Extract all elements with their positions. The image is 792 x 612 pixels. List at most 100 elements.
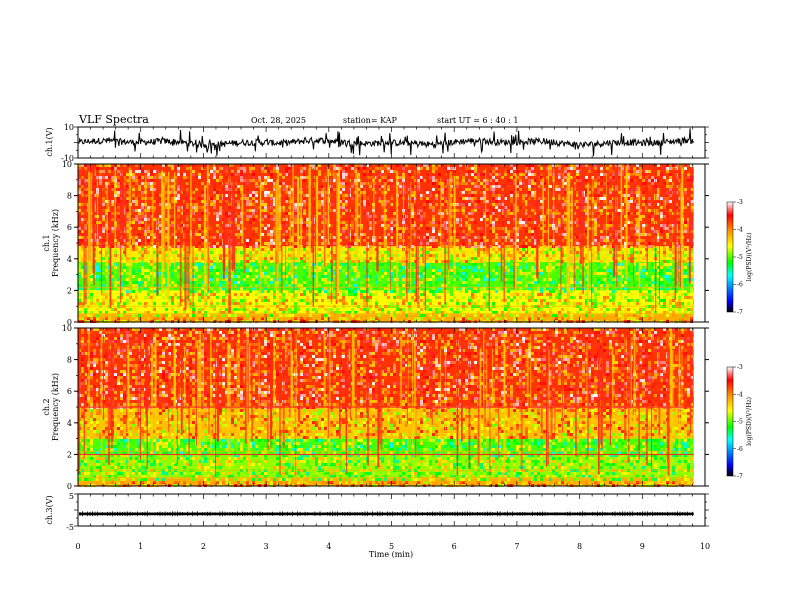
spectrogram-cell xyxy=(318,251,321,254)
spectrogram-cell xyxy=(477,173,480,176)
spectrogram-cell xyxy=(243,287,246,290)
spectrogram-cell xyxy=(600,236,603,239)
spectrogram-cell xyxy=(162,281,165,284)
spectrogram-cell xyxy=(234,218,237,221)
spectrogram-cell xyxy=(684,221,687,224)
spectrogram-cell xyxy=(684,260,687,263)
spectrogram-cell xyxy=(111,284,114,287)
spectrogram-cell xyxy=(612,281,615,284)
spectrogram-cell xyxy=(663,260,666,263)
spectrogram-cell xyxy=(663,257,666,260)
spectrogram-cell xyxy=(339,167,342,170)
spectrogram-cell xyxy=(264,275,267,278)
spectrogram-cell xyxy=(261,200,264,203)
spectrogram-cell xyxy=(666,167,669,170)
spectrogram-cell xyxy=(399,230,402,233)
spectrogram-cell xyxy=(663,176,666,179)
spectrogram-cell xyxy=(477,200,480,203)
spectrogram-cell xyxy=(303,248,306,251)
spectrogram-cell xyxy=(576,239,579,242)
spectrogram-cell xyxy=(324,269,327,272)
spectrogram-cell xyxy=(525,263,528,266)
spectrogram-cell xyxy=(267,290,270,293)
spectrogram-cell xyxy=(642,179,645,182)
spectrogram-cell xyxy=(387,287,390,290)
spectrogram-cell xyxy=(351,272,354,275)
spectrogram-cell xyxy=(672,260,675,263)
spectrogram-cell xyxy=(435,224,438,227)
spectrogram-cell xyxy=(603,197,606,200)
spectrogram-cell xyxy=(111,260,114,263)
spectrogram-cell xyxy=(621,197,624,200)
spectrogram-cell xyxy=(378,179,381,182)
spectrogram-cell xyxy=(255,188,258,191)
spectrogram-cell xyxy=(501,236,504,239)
spectrogram-cell xyxy=(579,287,582,290)
spectrogram-cell xyxy=(246,182,249,185)
spectrogram-cell xyxy=(294,164,297,167)
spectrogram-cell xyxy=(669,278,672,281)
spectrogram-cell xyxy=(81,203,84,206)
spectrogram-cell xyxy=(378,278,381,281)
spectrogram-cell xyxy=(516,278,519,281)
spectrogram-cell xyxy=(369,242,372,245)
spectrogram-cell xyxy=(480,287,483,290)
spectrogram-cell xyxy=(165,227,168,230)
spectrogram-cell xyxy=(576,173,579,176)
spectrogram-cell xyxy=(468,239,471,242)
spectrogram-cell xyxy=(300,260,303,263)
spectrogram-cell xyxy=(522,173,525,176)
spectrogram-cell xyxy=(549,281,552,284)
spectrogram-cell xyxy=(585,263,588,266)
spectrogram-cell xyxy=(525,203,528,206)
spectrogram-cell xyxy=(645,269,648,272)
spectrogram-cell xyxy=(285,251,288,254)
spectrogram-cell xyxy=(351,221,354,224)
spectrogram-cell xyxy=(285,167,288,170)
spectrogram-cell xyxy=(558,173,561,176)
spectrogram-cell xyxy=(624,179,627,182)
spectrogram-cell xyxy=(540,221,543,224)
spectrogram-cell xyxy=(564,203,567,206)
spectrogram-cell xyxy=(483,173,486,176)
spectrogram-cell xyxy=(492,242,495,245)
spectrogram-cell xyxy=(456,257,459,260)
spectrogram-cell xyxy=(465,260,468,263)
spectrogram-cell xyxy=(441,197,444,200)
spectrogram-cell xyxy=(480,191,483,194)
spectrogram-cell xyxy=(561,275,564,278)
spectrogram-cell xyxy=(249,179,252,182)
spectrogram-cell xyxy=(399,194,402,197)
spectrogram-cell xyxy=(183,176,186,179)
spectrogram-cell xyxy=(177,242,180,245)
spectrogram-cell xyxy=(411,233,414,236)
spectrogram-cell xyxy=(234,275,237,278)
spectrogram-cell xyxy=(618,263,621,266)
spectrogram-cell xyxy=(372,251,375,254)
spectrogram-cell xyxy=(600,230,603,233)
spectrogram-cell xyxy=(411,194,414,197)
spectrogram-cell xyxy=(558,260,561,263)
spectrogram-cell xyxy=(354,290,357,293)
spectrogram-cell xyxy=(627,197,630,200)
spectrogram-cell xyxy=(117,170,120,173)
spectrogram-cell xyxy=(282,185,285,188)
spectrogram-cell xyxy=(516,224,519,227)
spectrogram-cell xyxy=(132,284,135,287)
spectrogram-cell xyxy=(117,227,120,230)
spectrogram-cell xyxy=(435,248,438,251)
spectrogram-cell xyxy=(585,206,588,209)
spectrogram-cell xyxy=(210,275,213,278)
spectrogram-cell xyxy=(492,227,495,230)
spectrogram-cell xyxy=(534,194,537,197)
spectrogram-cell xyxy=(684,191,687,194)
spectrogram-cell xyxy=(621,263,624,266)
spectrogram-cell xyxy=(153,284,156,287)
spectrogram-cell xyxy=(480,248,483,251)
spectrogram-cell xyxy=(690,245,693,248)
spectrogram-cell xyxy=(690,230,693,233)
spectrogram-cell xyxy=(159,194,162,197)
spectrogram-cell xyxy=(468,227,471,230)
spectrogram-cell xyxy=(198,242,201,245)
spectrogram-cell xyxy=(111,245,114,248)
